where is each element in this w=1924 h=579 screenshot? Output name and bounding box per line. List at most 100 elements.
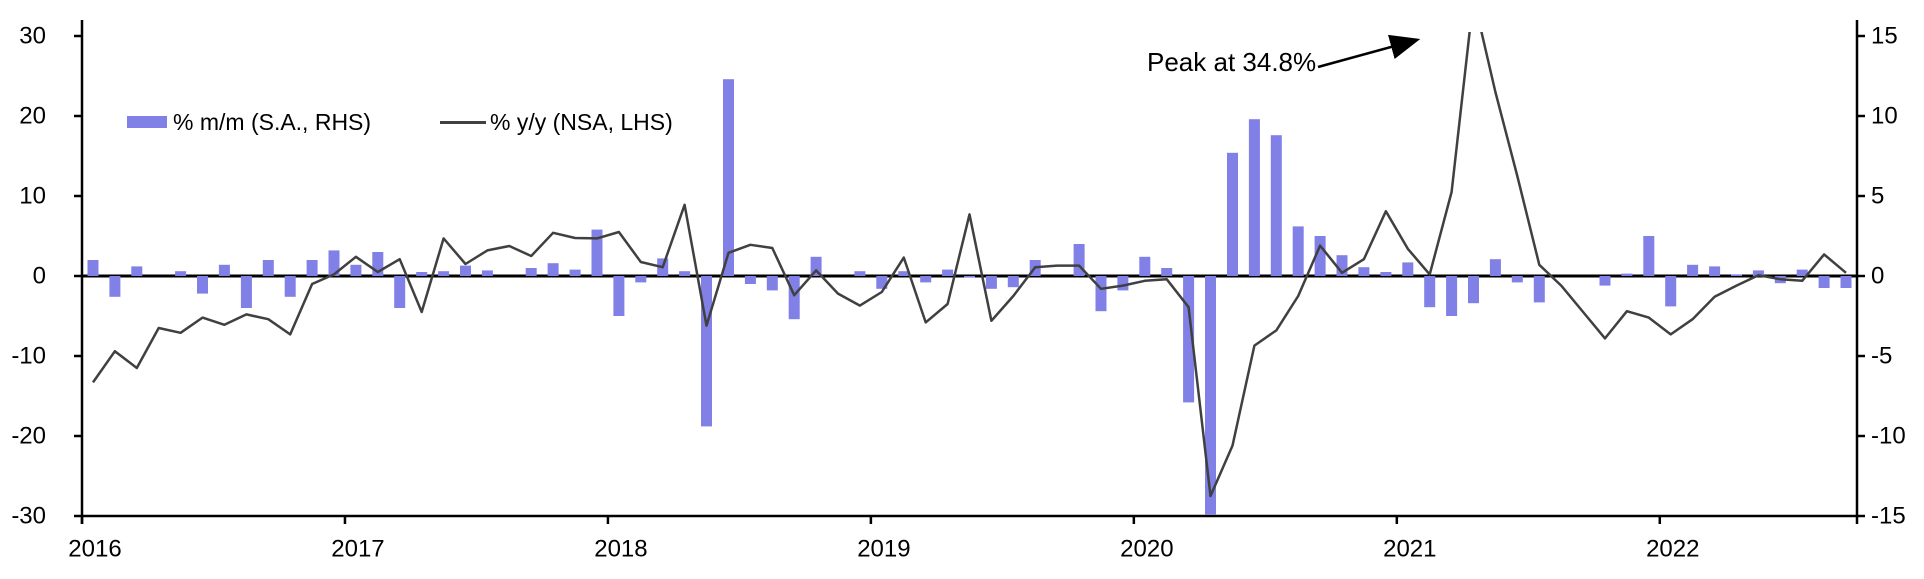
left-axis-tick-label: 30 (19, 23, 46, 50)
peak-annotation-text: Peak at 34.8% (1147, 47, 1317, 77)
x-axis-tick-label: 2016 (68, 536, 121, 563)
left-axis-tick-label: 0 (33, 263, 46, 290)
mm-bar (1336, 255, 1348, 276)
mm-bar (547, 263, 559, 276)
mm-bar (591, 229, 603, 276)
mm-bar (1183, 276, 1195, 403)
left-axis-tick-label: -30 (11, 503, 46, 530)
mm-bar (723, 79, 734, 276)
mm-bar (613, 276, 625, 316)
x-axis-tick-label: 2020 (1120, 536, 1173, 563)
mm-bar (635, 276, 647, 283)
mm-bar (1205, 276, 1216, 515)
mm-bar (416, 272, 428, 276)
mm-bar (1314, 236, 1326, 276)
mm-bar (240, 276, 252, 308)
left-axis-tick-label: -20 (11, 423, 46, 450)
left-axis-tick-label: 20 (19, 103, 46, 130)
mm-bar (1489, 259, 1501, 276)
mm-bar (1687, 264, 1699, 276)
mm-bar (1621, 273, 1633, 276)
mm-bar (854, 271, 866, 276)
mm-bar (109, 276, 121, 297)
left-axis-tick-label: -10 (11, 343, 46, 370)
mm-bar (460, 265, 471, 276)
mm-bar (1840, 276, 1852, 288)
mm-bar (131, 266, 143, 276)
mm-bar (788, 276, 800, 320)
mm-bar (1139, 256, 1151, 276)
mm-bar (372, 252, 384, 276)
mm-bar (701, 276, 712, 427)
mm-bar (920, 276, 932, 283)
mm-bar (284, 276, 296, 297)
legend-line-swatch (440, 121, 486, 124)
mm-bar (1095, 276, 1107, 312)
mm-bar (218, 264, 230, 276)
mm-bar (1818, 276, 1830, 288)
mm-bar (1752, 270, 1764, 276)
legend-mm-label: % m/m (S.A., RHS) (173, 109, 372, 135)
right-axis-tick-label: 5 (1871, 183, 1884, 210)
right-axis-tick-label: 15 (1871, 23, 1898, 50)
mm-bar (328, 250, 340, 276)
mm-bar (1227, 152, 1238, 276)
mm-bar (985, 276, 997, 289)
left-axis-tick-label: 10 (19, 183, 46, 210)
mm-bar (679, 271, 691, 276)
mm-bar (525, 268, 537, 276)
mm-bar (898, 271, 910, 276)
x-axis-tick-label: 2017 (331, 536, 384, 563)
mm-bar (1270, 135, 1282, 276)
mm-bar (876, 276, 888, 289)
mm-bar (1731, 274, 1742, 276)
legend-yy-label: % y/y (NSA, LHS) (490, 109, 673, 135)
mm-bar (87, 260, 99, 276)
mm-bar (569, 269, 581, 276)
mm-bar (1796, 269, 1808, 276)
right-axis-tick-label: -15 (1871, 503, 1906, 530)
mm-bar (1248, 119, 1260, 276)
right-axis-tick-label: -5 (1871, 343, 1892, 370)
mm-bar (1117, 276, 1129, 291)
mm-bar (197, 276, 208, 294)
mm-bar (1292, 226, 1304, 276)
mm-bar (350, 264, 362, 276)
mm-bar (1468, 276, 1479, 304)
yy-line-series (91, 32, 1847, 498)
mm-bar (1599, 276, 1611, 286)
mm-bar (1709, 266, 1721, 276)
mm-bar (306, 260, 318, 276)
mm-bar (1511, 276, 1523, 283)
mm-bar (1643, 236, 1655, 276)
mm-bar (1424, 276, 1436, 308)
mm-bar (1358, 267, 1370, 276)
mm-bar (175, 271, 187, 276)
mm-bar (262, 260, 274, 276)
mm-bar (1161, 268, 1173, 276)
mm-bar (438, 271, 450, 276)
mm-bar (744, 276, 756, 284)
mm-bar (942, 269, 954, 276)
x-axis-tick-label: 2019 (857, 536, 910, 563)
legend-bar-swatch (127, 116, 167, 128)
mm-bars-series (87, 79, 1852, 515)
right-axis-tick-label: -10 (1871, 423, 1906, 450)
mm-bar (1380, 272, 1392, 276)
mm-bar (1446, 276, 1458, 316)
mm-bar (394, 276, 406, 308)
mm-bar (1665, 276, 1677, 307)
mm-bar (1007, 276, 1019, 288)
x-axis-tick-label: 2018 (594, 536, 647, 563)
x-axis-tick-label: 2021 (1383, 536, 1436, 563)
right-axis-tick-label: 0 (1871, 263, 1884, 290)
mm-bar (964, 276, 975, 278)
mm-bar (481, 270, 493, 276)
mm-bar (766, 276, 778, 291)
peak-annotation-arrow-icon (1317, 34, 1421, 69)
mm-bar (1402, 262, 1414, 276)
x-axis-tick-label: 2022 (1646, 536, 1699, 563)
mm-bar (1533, 276, 1545, 303)
